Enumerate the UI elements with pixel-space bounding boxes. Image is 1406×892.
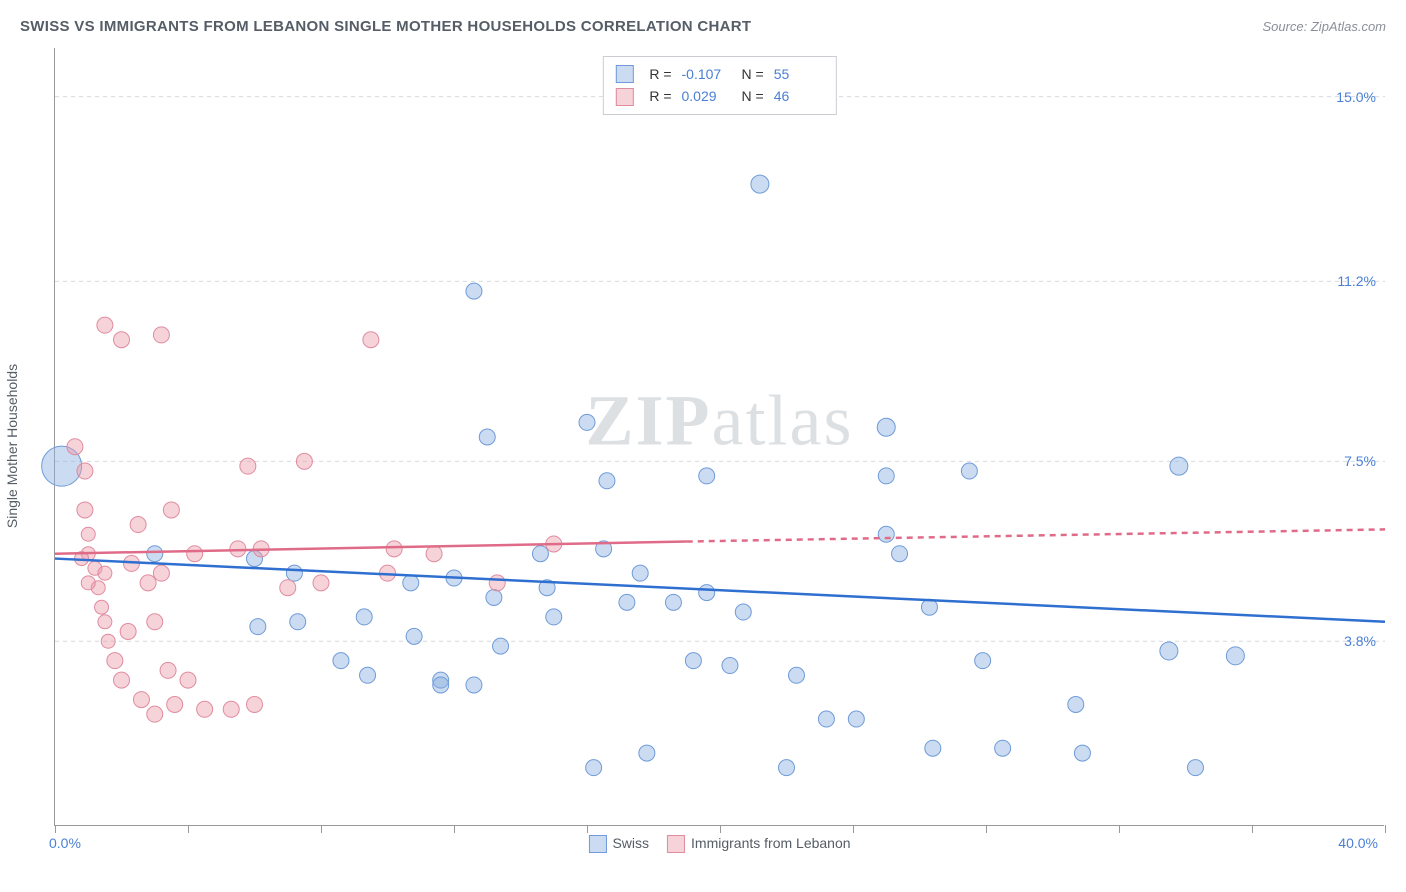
x-tick bbox=[986, 825, 987, 833]
chart-title: SWISS VS IMMIGRANTS FROM LEBANON SINGLE … bbox=[20, 18, 751, 35]
swatch-swiss-icon bbox=[615, 65, 633, 83]
x-axis-start-label: 0.0% bbox=[49, 835, 81, 851]
bottom-legend: Swiss Immigrants from Lebanon bbox=[588, 835, 850, 853]
x-axis-end-label: 40.0% bbox=[1338, 835, 1378, 851]
legend-swiss-label: Swiss bbox=[612, 835, 649, 851]
x-tick bbox=[454, 825, 455, 833]
legend-item-lebanon: Immigrants from Lebanon bbox=[667, 835, 851, 853]
swatch-lebanon-icon bbox=[615, 88, 633, 106]
stats-n-label: N = bbox=[742, 85, 764, 107]
swatch-lebanon-icon bbox=[667, 835, 685, 853]
stats-legend: R = -0.107 N = 55 R = 0.029 N = 46 bbox=[602, 56, 836, 115]
y-tick-label: 15.0% bbox=[1336, 89, 1376, 105]
x-tick bbox=[188, 825, 189, 833]
y-tick-label: 11.2% bbox=[1337, 273, 1376, 289]
x-tick bbox=[587, 825, 588, 833]
legend-item-swiss: Swiss bbox=[588, 835, 649, 853]
x-tick bbox=[853, 825, 854, 833]
stats-n-label: N = bbox=[742, 63, 764, 85]
swatch-swiss-icon bbox=[588, 835, 606, 853]
scatter-svg bbox=[55, 48, 1384, 825]
chart-plot-area: ZIPatlas 3.8%7.5%11.2%15.0% 0.0% 40.0% S… bbox=[54, 48, 1384, 826]
x-tick bbox=[1385, 825, 1386, 833]
y-axis-label: Single Mother Households bbox=[4, 364, 20, 528]
legend-lebanon-label: Immigrants from Lebanon bbox=[691, 835, 851, 851]
source-label: Source: ZipAtlas.com bbox=[1262, 19, 1386, 34]
stats-row-lebanon: R = 0.029 N = 46 bbox=[615, 85, 823, 107]
stats-swiss-r: -0.107 bbox=[682, 63, 732, 85]
y-tick-label: 3.8% bbox=[1344, 633, 1376, 649]
x-tick bbox=[55, 825, 56, 833]
x-tick bbox=[720, 825, 721, 833]
stats-r-label: R = bbox=[649, 85, 671, 107]
chart-header: SWISS VS IMMIGRANTS FROM LEBANON SINGLE … bbox=[20, 18, 1386, 35]
stats-swiss-n: 55 bbox=[774, 63, 824, 85]
x-tick bbox=[321, 825, 322, 833]
y-tick-label: 7.5% bbox=[1344, 453, 1376, 469]
stats-lebanon-r: 0.029 bbox=[682, 85, 732, 107]
stats-lebanon-n: 46 bbox=[774, 85, 824, 107]
stats-row-swiss: R = -0.107 N = 55 bbox=[615, 63, 823, 85]
stats-r-label: R = bbox=[649, 63, 671, 85]
x-tick bbox=[1119, 825, 1120, 833]
x-tick bbox=[1252, 825, 1253, 833]
